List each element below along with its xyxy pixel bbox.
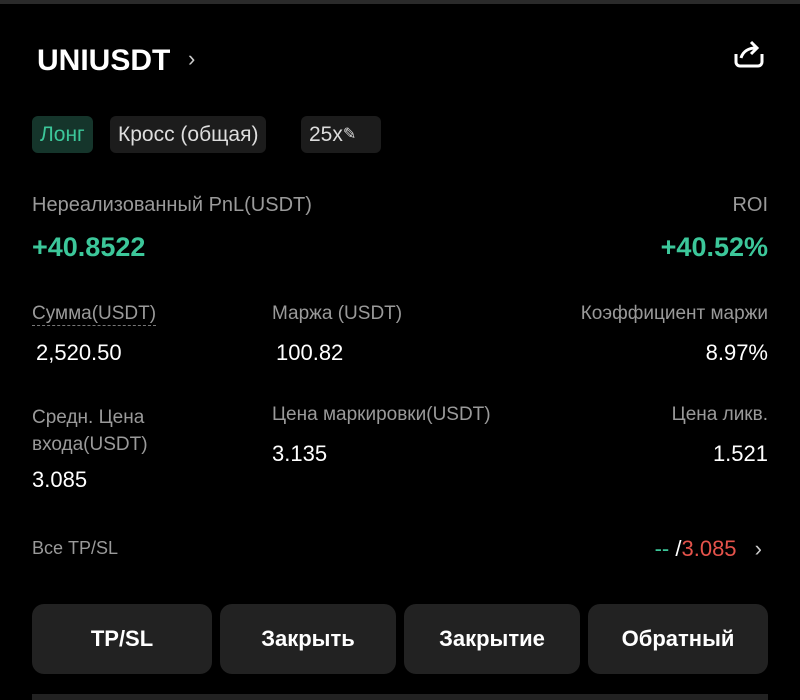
entry-price-value: 3.085 bbox=[32, 467, 88, 492]
mark-price-label: Цена маркировки(USDT) bbox=[272, 404, 491, 425]
edit-icon: ✎ bbox=[342, 126, 357, 143]
bottom-divider bbox=[32, 694, 768, 700]
tpsl-separator: / bbox=[675, 536, 682, 561]
close-button[interactable]: Закрыть bbox=[220, 604, 396, 674]
roi-label: ROI bbox=[732, 194, 768, 216]
chevron-right-icon[interactable]: › bbox=[188, 46, 196, 71]
close-position-button[interactable]: Закрытие bbox=[404, 604, 580, 674]
margin-label: Маржа (USDT) bbox=[272, 303, 403, 324]
margin-ratio-label: Коэффициент маржи bbox=[580, 303, 768, 324]
margin-mode-badge[interactable]: Кросс (общая) bbox=[110, 116, 267, 153]
symbol-title[interactable]: UNIUSDT bbox=[37, 44, 171, 77]
tpsl-label: Все TP/SL bbox=[32, 538, 119, 558]
amount-label[interactable]: Сумма(USDT) bbox=[32, 303, 157, 326]
side-badge: Лонг bbox=[32, 116, 93, 153]
margin-ratio-value: 8.97% bbox=[705, 340, 768, 365]
pnl-label: Нереализованный PnL(USDT) bbox=[32, 194, 312, 216]
reverse-button[interactable]: Обратный bbox=[588, 604, 768, 674]
top-divider bbox=[0, 0, 800, 4]
chevron-right-icon: › bbox=[754, 536, 762, 561]
liq-price-value: 1.521 bbox=[712, 441, 768, 466]
pnl-value: +40.8522 bbox=[32, 232, 146, 262]
tp-value: -- bbox=[654, 536, 670, 561]
tpsl-summary[interactable]: -- /3.085 › bbox=[655, 536, 762, 562]
entry-price-label: Средн. Цена входа(USDT) bbox=[32, 407, 148, 455]
mark-price-value: 3.135 bbox=[272, 441, 328, 466]
share-icon[interactable] bbox=[732, 40, 766, 75]
margin-value: 100.82 bbox=[276, 340, 344, 365]
roi-value: +40.52% bbox=[660, 232, 768, 262]
sl-value: 3.085 bbox=[681, 536, 737, 561]
liq-price-label: Цена ликв. bbox=[671, 404, 768, 425]
amount-value: 2,520.50 bbox=[36, 340, 122, 365]
tpsl-button[interactable]: TP/SL bbox=[32, 604, 212, 674]
leverage-badge[interactable]: 25x✎ bbox=[301, 116, 381, 153]
leverage-value: 25x bbox=[309, 123, 343, 146]
